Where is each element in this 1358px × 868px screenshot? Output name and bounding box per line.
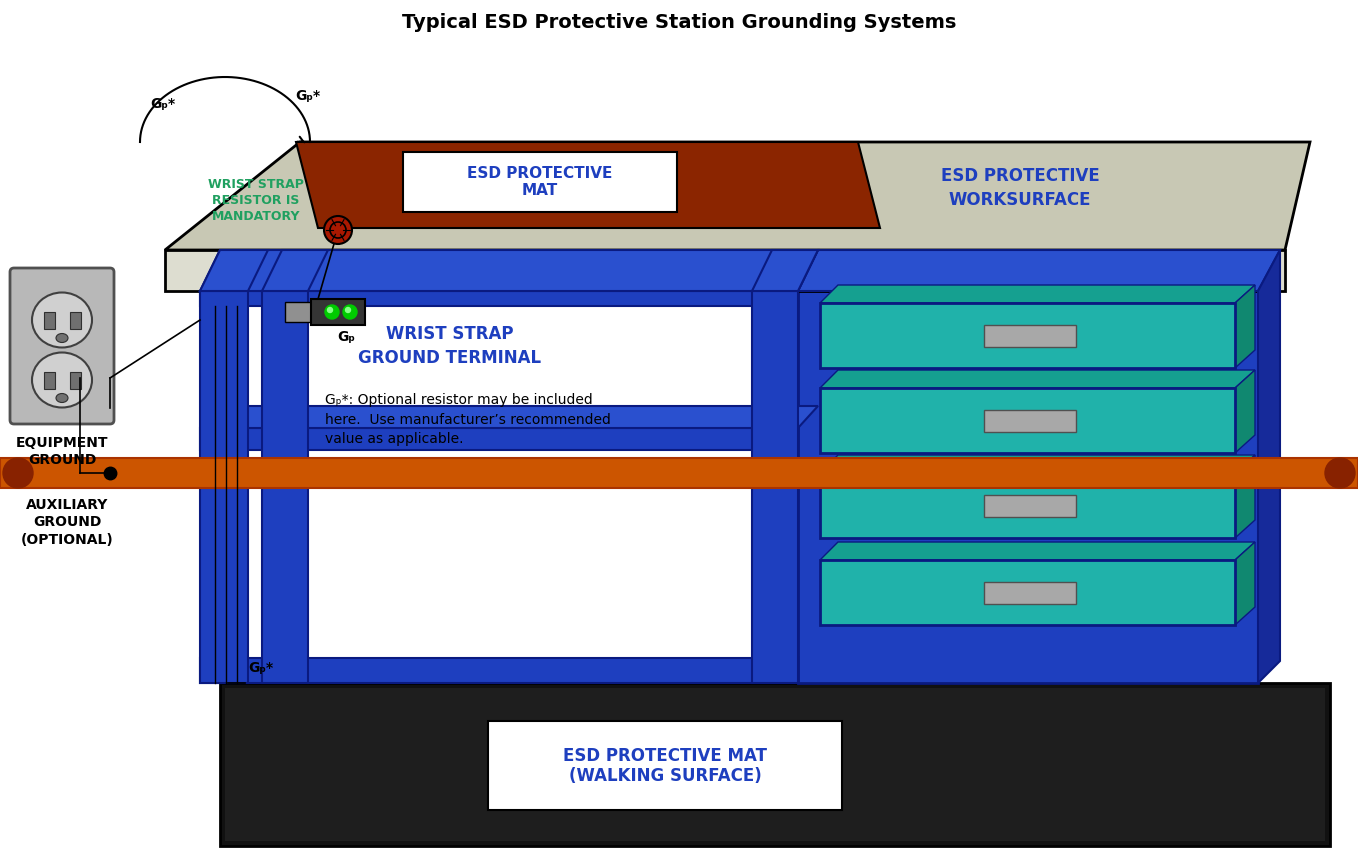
Circle shape: [325, 305, 340, 319]
Polygon shape: [1234, 542, 1255, 625]
Text: ESD PROTECTIVE MAT
(WALKING SURFACE): ESD PROTECTIVE MAT (WALKING SURFACE): [564, 746, 767, 786]
Circle shape: [345, 307, 350, 312]
Text: Gₚ: Gₚ: [337, 330, 354, 344]
Polygon shape: [166, 250, 1285, 291]
Circle shape: [1325, 458, 1355, 488]
Polygon shape: [799, 250, 1281, 291]
FancyBboxPatch shape: [43, 372, 54, 389]
Polygon shape: [0, 458, 1358, 488]
FancyBboxPatch shape: [285, 302, 312, 322]
Text: WRIST STRAP
GROUND TERMINAL: WRIST STRAP GROUND TERMINAL: [359, 326, 542, 367]
Polygon shape: [262, 291, 308, 683]
Ellipse shape: [33, 352, 92, 407]
Text: Gₚ*: Gₚ*: [296, 89, 320, 103]
Polygon shape: [200, 291, 249, 683]
FancyBboxPatch shape: [10, 268, 114, 424]
Polygon shape: [820, 542, 1255, 560]
Polygon shape: [820, 455, 1255, 473]
Polygon shape: [752, 250, 818, 291]
Ellipse shape: [56, 333, 68, 343]
Polygon shape: [1234, 285, 1255, 368]
FancyBboxPatch shape: [43, 312, 54, 328]
Text: Gₚ*: Gₚ*: [249, 661, 273, 675]
FancyBboxPatch shape: [985, 325, 1076, 347]
Polygon shape: [820, 285, 1255, 303]
Text: EQUIPMENT
GROUND: EQUIPMENT GROUND: [16, 436, 109, 467]
FancyBboxPatch shape: [820, 388, 1234, 453]
Text: Gₚ*: Optional resistor may be included
here.  Use manufacturer’s recommended
val: Gₚ*: Optional resistor may be included h…: [325, 393, 611, 446]
Polygon shape: [220, 683, 1329, 846]
FancyBboxPatch shape: [985, 410, 1076, 432]
Ellipse shape: [56, 393, 68, 403]
FancyBboxPatch shape: [69, 312, 80, 328]
Circle shape: [327, 307, 333, 312]
Polygon shape: [1234, 455, 1255, 538]
FancyBboxPatch shape: [820, 473, 1234, 538]
Polygon shape: [262, 250, 329, 291]
Polygon shape: [200, 406, 818, 428]
FancyBboxPatch shape: [311, 299, 365, 325]
Polygon shape: [200, 658, 799, 683]
FancyBboxPatch shape: [488, 721, 842, 810]
Circle shape: [3, 458, 33, 488]
Polygon shape: [1258, 250, 1281, 683]
FancyBboxPatch shape: [985, 582, 1076, 604]
Polygon shape: [225, 688, 1325, 841]
Polygon shape: [799, 291, 1258, 683]
Text: Gₚ*: Gₚ*: [151, 97, 175, 111]
Polygon shape: [200, 428, 799, 450]
Polygon shape: [296, 142, 880, 228]
FancyBboxPatch shape: [985, 495, 1076, 517]
Polygon shape: [1234, 370, 1255, 453]
FancyBboxPatch shape: [820, 560, 1234, 625]
Ellipse shape: [33, 293, 92, 347]
FancyBboxPatch shape: [403, 152, 678, 212]
Polygon shape: [752, 291, 799, 683]
Polygon shape: [820, 370, 1255, 388]
Circle shape: [325, 216, 352, 244]
Polygon shape: [200, 291, 799, 306]
Text: AUXILIARY
GROUND
(OPTIONAL): AUXILIARY GROUND (OPTIONAL): [20, 498, 113, 547]
Text: ESD PROTECTIVE
WORKSURFACE: ESD PROTECTIVE WORKSURFACE: [941, 168, 1100, 209]
Text: ESD PROTECTIVE
MAT: ESD PROTECTIVE MAT: [467, 166, 612, 198]
FancyBboxPatch shape: [69, 372, 80, 389]
Circle shape: [344, 305, 357, 319]
Text: WRIST STRAP
RESISTOR IS
MANDATORY: WRIST STRAP RESISTOR IS MANDATORY: [208, 177, 304, 222]
Polygon shape: [200, 250, 818, 291]
FancyBboxPatch shape: [820, 303, 1234, 368]
Polygon shape: [166, 142, 1310, 250]
Text: Typical ESD Protective Station Grounding Systems: Typical ESD Protective Station Grounding…: [402, 13, 956, 32]
Polygon shape: [200, 250, 268, 291]
